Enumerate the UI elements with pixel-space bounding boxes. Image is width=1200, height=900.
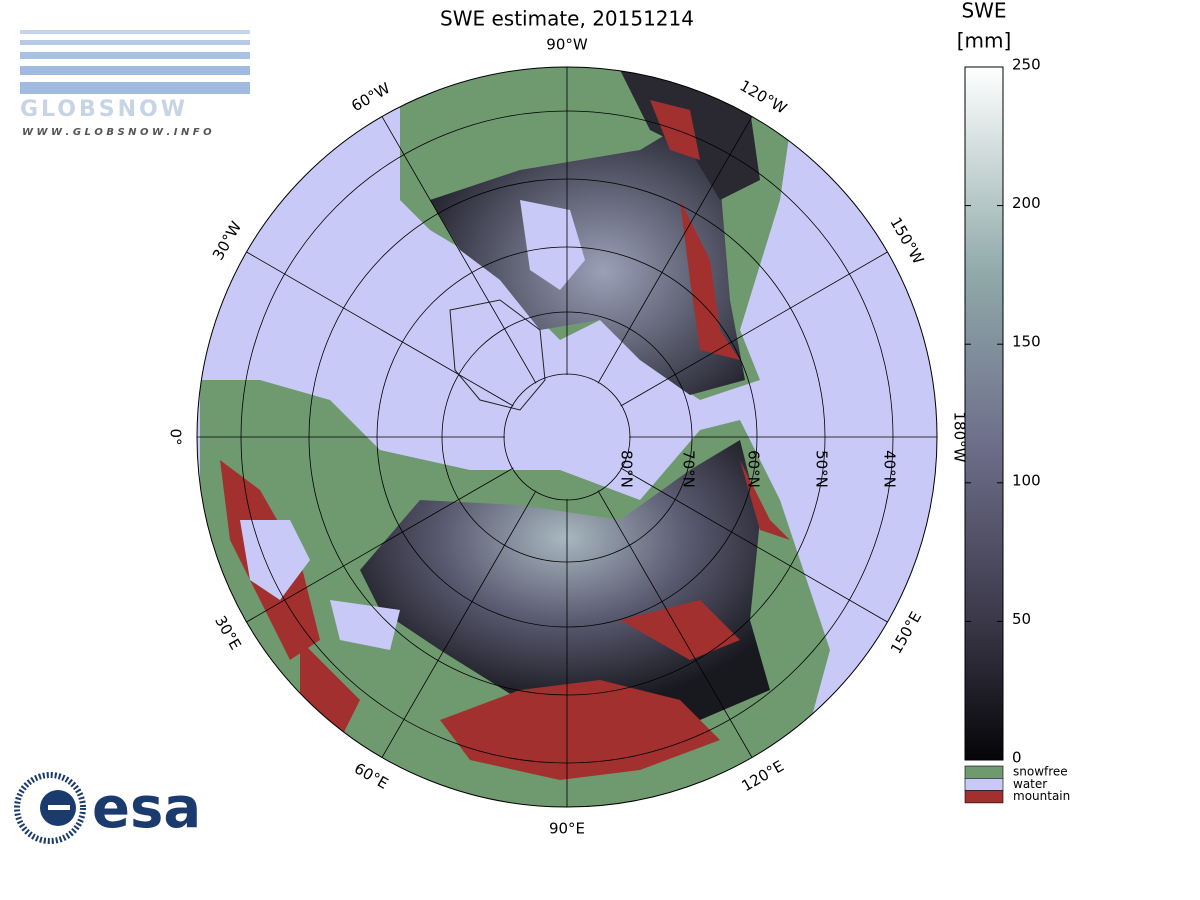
meridian [597,116,753,384]
map-border [196,66,938,808]
longitude-label: 60°W [348,79,393,115]
colorbar [964,66,1004,761]
parallel [240,110,894,764]
meridian [381,116,537,384]
legend-swatch [964,777,1004,791]
longitude-label: 30°W [209,218,245,263]
parallel [441,311,693,563]
colorbar-label: [mm] [957,29,1012,53]
parallel [503,373,631,501]
map-title: SWE estimate, 20151214 [440,7,694,31]
longitude-label: 30°E [211,613,245,653]
legend-label: water [1013,777,1047,791]
meridian [246,467,514,623]
latitude-label: 60°N [745,450,763,488]
legend-swatch [964,790,1004,804]
colorbar-label: SWE [961,0,1006,23]
meridian [246,251,514,407]
longitude-label: 60°E [351,759,391,793]
longitude-label: 150°W [886,214,927,267]
meridian [597,490,753,758]
colorbar-tick-label: 150 [1012,333,1041,351]
longitude-label: 90°E [549,820,585,838]
longitude-label: 120°W [737,77,790,118]
colorbar-tick-label: 100 [1012,471,1041,489]
globsnow-url: W W W . G L O B S N O W . I N F O [22,127,212,138]
latitude-label: 40°N [881,450,899,488]
colorbar-tick-label: 200 [1012,194,1041,212]
colorbar-tick-label: 250 [1012,56,1041,74]
esa-logo: esa [14,772,201,844]
globsnow-logo: GLOBSNOW W W W . G L O B S N O W . I N F… [20,30,250,138]
latitude-label: 70°N [680,450,698,488]
meridian [620,251,888,407]
latitude-label: 80°N [618,450,636,488]
colorbar-tick-label: 0 [1012,749,1022,767]
globsnow-text: GLOBSNOW [20,97,188,122]
legend-swatch [964,765,1004,779]
colorbar-tick-label: 50 [1012,610,1031,628]
longitude-label: 0° [167,428,185,445]
legend-label: snowfree [1013,765,1068,779]
longitude-label: 150°E [887,609,925,657]
longitude-label: 120°E [739,757,787,795]
latitude-label: 50°N [813,450,831,488]
parallel [376,246,758,628]
esa-text: esa [92,776,201,841]
longitude-label: 90°W [546,36,588,54]
meridian [620,467,888,623]
meridian [381,490,537,758]
legend-label: mountain [1013,789,1070,803]
longitude-label: 180°W [951,412,969,463]
parallel [308,178,826,696]
graticule [197,67,937,807]
